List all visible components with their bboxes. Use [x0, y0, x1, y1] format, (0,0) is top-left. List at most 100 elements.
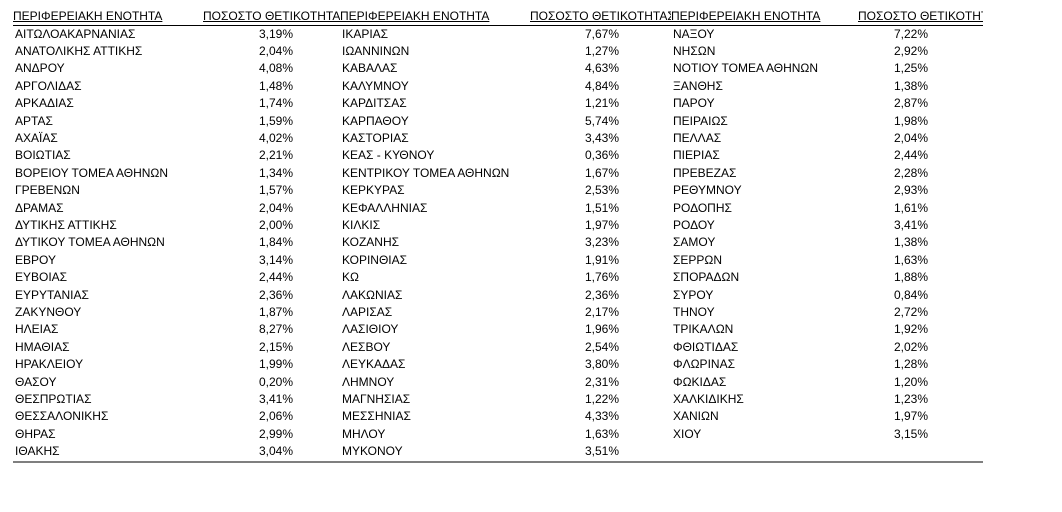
- positivity-rate: 1,20%: [893, 374, 928, 389]
- table-row: ΗΜΑΘΙΑΣ 2,15% ΛΕΣΒΟΥ 2,54% ΦΘΙΩΤΙΔΑΣ 2,02%: [13, 338, 983, 355]
- region-name: ΚΑΣΤΟΡΙΑΣ: [342, 131, 409, 146]
- region-name: ΚΕΝΤΡΙΚΟΥ ΤΟΜΕΑ ΑΘΗΝΩΝ: [342, 165, 510, 180]
- region-name: ΑΝΑΤΟΛΙΚΗΣ ΑΤΤΙΚΗΣ: [15, 44, 143, 59]
- positivity-rate: 1,63%: [584, 426, 619, 441]
- region-name: ΕΥΡΥΤΑΝΙΑΣ: [15, 287, 89, 302]
- region-name: ΚΑΡΔΙΤΣΑΣ: [342, 96, 407, 111]
- table-row: ΗΛΕΙΑΣ 8,27% ΛΑΣΙΘΙΟΥ 1,96% ΤΡΙΚΑΛΩΝ 1,92%: [13, 321, 983, 338]
- table-row: ΑΝΔΡΟΥ 4,08% ΚΑΒΑΛΑΣ 4,63% ΝΟΤΙΟΥ ΤΟΜΕΑ ΑΘΗΝ…: [13, 60, 983, 77]
- region-name: ΡΕΘΥΜΝΟΥ: [673, 183, 742, 198]
- region-name: ΛΑΚΩΝΙΑΣ: [342, 287, 403, 302]
- region-name: ΛΑΡΙΣΑΣ: [342, 304, 393, 319]
- positivity-rate: 2,31%: [584, 374, 619, 389]
- region-name: ΡΟΔΟΠΗΣ: [673, 200, 732, 215]
- region-name: ΞΑΝΘΗΣ: [673, 78, 723, 93]
- table-row: ΒΟΙΩΤΙΑΣ 2,21% ΚΕΑΣ - ΚΥΘΝΟΥ 0,36% ΠΙΕΡΙΑΣ 2,…: [13, 147, 983, 164]
- positivity-rate: 2,92%: [893, 44, 928, 59]
- positivity-rate: 1,34%: [258, 165, 293, 180]
- region-name: ΜΕΣΣΗΝΙΑΣ: [342, 409, 411, 424]
- region-name: ΖΑΚΥΝΘΟΥ: [15, 304, 82, 319]
- header-divider: [13, 25, 983, 26]
- positivity-rate: 2,44%: [893, 148, 928, 163]
- positivity-rate: 1,22%: [584, 391, 619, 406]
- positivity-rate: 0,20%: [258, 374, 293, 389]
- positivity-rate: 2,04%: [893, 131, 928, 146]
- region-name: ΛΕΣΒΟΥ: [342, 339, 391, 354]
- region-name: ΗΜΑΘΙΑΣ: [15, 339, 70, 354]
- positivity-rate: 4,84%: [584, 78, 619, 93]
- positivity-rate: 1,84%: [258, 235, 293, 250]
- positivity-rate: 4,63%: [584, 61, 619, 76]
- positivity-rate: 1,23%: [893, 391, 928, 406]
- region-name: ΣΑΜΟΥ: [673, 235, 716, 250]
- table-body: ΑΙΤΩΛΟΑΚΑΡΝΑΝΙΑΣ 3,19% ΙΚΑΡΙΑΣ 7,67% ΝΑΞΟΥ 7,…: [13, 25, 983, 460]
- region-name: ΔΥΤΙΚΟΥ ΤΟΜΕΑ ΑΘΗΝΩΝ: [15, 235, 165, 250]
- region-name: ΤΡΙΚΑΛΩΝ: [673, 322, 734, 337]
- region-name: ΑΡΤΑΣ: [15, 113, 53, 128]
- region-name: ΕΥΒΟΙΑΣ: [15, 270, 68, 285]
- region-name: ΜΥΚΟΝΟΥ: [342, 444, 403, 459]
- positivity-rate: 3,41%: [893, 217, 928, 232]
- region-name: ΠΙΕΡΙΑΣ: [673, 148, 720, 163]
- region-name: ΙΘΑΚΗΣ: [15, 444, 60, 459]
- region-name: ΛΗΜΝΟΥ: [342, 374, 395, 389]
- region-name: ΧΙΟΥ: [673, 426, 702, 441]
- positivity-rate: 2,87%: [893, 96, 928, 111]
- positivity-rate: 3,14%: [258, 252, 293, 267]
- region-name: ΡΟΔΟΥ: [673, 217, 715, 232]
- column-header-region-1: ΠΕΡΙΦΕΡΕΙΑΚΗ ΕΝΟΤΗΤΑ: [13, 9, 163, 23]
- positivity-rate: 1,57%: [258, 183, 293, 198]
- region-name: ΛΑΣΙΘΙΟΥ: [342, 322, 399, 337]
- region-name: ΗΛΕΙΑΣ: [15, 322, 59, 337]
- region-name: ΕΒΡΟΥ: [15, 252, 56, 267]
- positivity-rate: 1,76%: [584, 270, 619, 285]
- region-name: ΚΑΡΠΑΘΟΥ: [342, 113, 409, 128]
- region-name: ΚΑΒΑΛΑΣ: [342, 61, 398, 76]
- positivity-rate: 3,41%: [258, 391, 293, 406]
- positivity-rate: 3,23%: [584, 235, 619, 250]
- column-header-rate-1: ΠΟΣΟΣΤΟ ΘΕΤΙΚΟΤΗΤΑΣ: [203, 9, 340, 23]
- positivity-rate: 2,53%: [584, 183, 619, 198]
- positivity-rate: 2,04%: [258, 44, 293, 59]
- positivity-rate: 1,97%: [584, 217, 619, 232]
- positivity-rate: 1,51%: [584, 200, 619, 215]
- positivity-rate: 1,74%: [258, 96, 293, 111]
- region-name: ΛΕΥΚΑΔΑΣ: [342, 357, 406, 372]
- table-row: ΖΑΚΥΝΘΟΥ 1,87% ΛΑΡΙΣΑΣ 2,17% ΤΗΝΟΥ 2,72%: [13, 303, 983, 320]
- positivity-rate: 1,99%: [258, 357, 293, 372]
- positivity-rate: 1,67%: [584, 165, 619, 180]
- positivity-rate: [852, 442, 983, 459]
- region-name: ΚΑΛΥΜΝΟΥ: [342, 78, 409, 93]
- region-name: ΦΛΩΡΙΝΑΣ: [673, 357, 735, 372]
- region-name: ΠΕΛΛΑΣ: [673, 131, 722, 146]
- positivity-rate: 7,22%: [893, 26, 928, 41]
- table-row: ΕΒΡΟΥ 3,14% ΚΟΡΙΝΘΙΑΣ 1,91% ΣΕΡΡΩΝ 1,63%: [13, 251, 983, 268]
- column-header-rate-2: ΠΟΣΟΣΤΟ ΘΕΤΙΚΟΤΗΤΑΣ: [530, 9, 671, 23]
- region-name: ΧΑΝΙΩΝ: [673, 409, 719, 424]
- region-name: ΘΗΡΑΣ: [15, 426, 56, 441]
- table-row: ΘΕΣΣΑΛΟΝΙΚΗΣ 2,06% ΜΕΣΣΗΝΙΑΣ 4,33% ΧΑΝΙΩΝ 1,9…: [13, 408, 983, 425]
- table-row: ΑΡΤΑΣ 1,59% ΚΑΡΠΑΘΟΥ 5,74% ΠΕΙΡΑΙΩΣ 1,98%: [13, 112, 983, 129]
- table-row: ΑΙΤΩΛΟΑΚΑΡΝΑΝΙΑΣ 3,19% ΙΚΑΡΙΑΣ 7,67% ΝΑΞΟΥ 7,…: [13, 25, 983, 42]
- positivity-rate: 1,38%: [893, 235, 928, 250]
- positivity-rate: 1,27%: [584, 44, 619, 59]
- positivity-rate: 1,98%: [893, 113, 928, 128]
- table-row: ΘΑΣΟΥ 0,20% ΛΗΜΝΟΥ 2,31% ΦΩΚΙΔΑΣ 1,20%: [13, 373, 983, 390]
- region-name: ΣΥΡΟΥ: [673, 287, 714, 302]
- positivity-rate: 2,54%: [584, 339, 619, 354]
- positivity-rate: 1,25%: [893, 61, 928, 76]
- positivity-table: ΠΕΡΙΦΕΡΕΙΑΚΗ ΕΝΟΤΗΤΑ ΠΟΣΟΣΤΟ ΘΕΤΙΚΟΤΗΤΑΣ…: [13, 9, 983, 460]
- positivity-rate: 2,17%: [584, 304, 619, 319]
- positivity-rate: 1,63%: [893, 252, 928, 267]
- region-name: ΚΕΑΣ - ΚΥΘΝΟΥ: [342, 148, 435, 163]
- region-name: ΑΡΓΟΛΙΔΑΣ: [15, 78, 82, 93]
- positivity-rate-sheet: ΠΕΡΙΦΕΡΕΙΑΚΗ ΕΝΟΤΗΤΑ ΠΟΣΟΣΤΟ ΘΕΤΙΚΟΤΗΤΑΣ…: [13, 9, 983, 463]
- region-name: ΦΘΙΩΤΙΔΑΣ: [673, 339, 739, 354]
- positivity-rate: 1,96%: [584, 322, 619, 337]
- positivity-rate: 2,36%: [258, 287, 293, 302]
- positivity-rate: 2,28%: [893, 165, 928, 180]
- region-name: ΣΕΡΡΩΝ: [673, 252, 723, 267]
- column-header-rate-3: ΠΟΣΟΣΤΟ ΘΕΤΙΚΟΤΗΤΑΣ: [858, 9, 983, 23]
- region-name: ΘΕΣΠΡΩΤΙΑΣ: [15, 391, 92, 406]
- region-name: ΦΩΚΙΔΑΣ: [673, 374, 727, 389]
